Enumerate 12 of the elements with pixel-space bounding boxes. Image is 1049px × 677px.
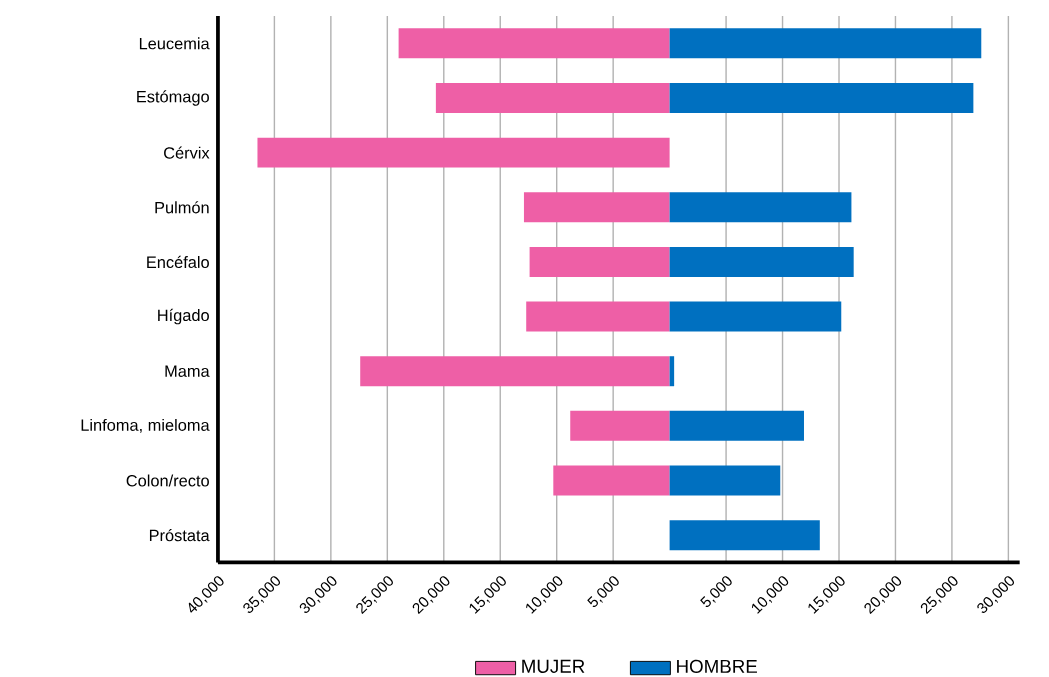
y-tick-label: Cérvix <box>164 146 210 159</box>
legend-label: MUJER <box>522 659 585 673</box>
y-tick-label: Colon/recto <box>126 474 209 487</box>
y-tick-label: Leucemia <box>139 37 210 50</box>
y-tick-label: Pulmón <box>155 201 209 214</box>
y-tick-label: Mama <box>165 365 210 377</box>
y-tick-label: Próstata <box>149 529 210 542</box>
y-tick-label: Hígado <box>158 308 209 325</box>
legend-label: HOMBRE <box>677 659 757 673</box>
y-tick-label: Encéfalo <box>147 255 209 268</box>
y-tick-label: Estómago <box>137 90 209 106</box>
y-tick-label: Linfoma, mieloma <box>81 418 210 433</box>
